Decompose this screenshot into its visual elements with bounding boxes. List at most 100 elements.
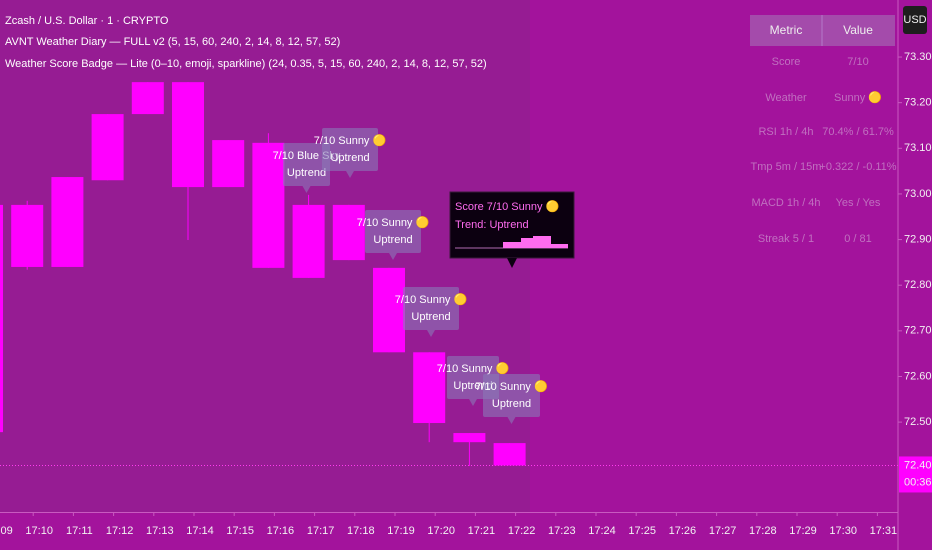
x-tick-label: 17:12 (106, 525, 134, 537)
table-cell: Weather (765, 92, 807, 104)
badge-pointer (346, 171, 354, 178)
y-tick-label: 73.300 (904, 51, 932, 63)
x-tick-label: 17:10 (25, 525, 53, 537)
badge-box (403, 287, 459, 330)
y-tick-label: 73.100 (904, 142, 932, 154)
currency-label[interactable]: USD (903, 14, 926, 26)
sparkline-bar (551, 244, 568, 248)
x-tick-label: 17:17 (307, 525, 335, 537)
y-tick-label: 72.800 (904, 279, 932, 291)
badge-text: Uptrend (287, 167, 326, 179)
x-tick-label: 17:14 (186, 525, 214, 537)
candle-body (91, 114, 124, 181)
x-tick-label: 17:27 (709, 525, 737, 537)
x-tick-label: 17:19 (387, 525, 415, 537)
y-tick-label: 72.600 (904, 370, 932, 382)
badge-text: 7/10 Sunny 🟡 (314, 134, 387, 147)
score-tooltip: Score 7/10 Sunny 🟡 Trend: Uptrend (449, 191, 575, 268)
x-tick-label: 17:09 (0, 525, 13, 537)
x-tick-label: 17:22 (508, 525, 536, 537)
badge-box (483, 374, 540, 417)
x-tick-label: 17:13 (146, 525, 174, 537)
last-price-box (899, 456, 932, 493)
sparkline-bar (533, 236, 551, 248)
table-cell: MACD 1h / 4h (751, 197, 820, 209)
candle-body (292, 204, 325, 278)
badge-box (283, 143, 330, 186)
currency-box[interactable] (903, 6, 927, 34)
badge-text: Uptrend (411, 311, 450, 323)
candle-body (332, 204, 365, 261)
badge-pointer (302, 186, 311, 193)
y-tick-label: 72.700 (904, 325, 932, 337)
x-tick-label: 17:26 (669, 525, 697, 537)
score-badge: 7/10 Sunny 🟡 Uptrend (314, 128, 387, 178)
badge-text: Uptrend (453, 380, 492, 392)
table-cell: 7/10 (847, 56, 868, 68)
candle-body (493, 443, 526, 466)
symbol-title: Zcash / U.S. Dollar · 1 · CRYPTO (5, 15, 169, 27)
x-tick-label: 17:31 (870, 525, 898, 537)
x-tick-label: 17:28 (749, 525, 777, 537)
table-cell: 70.4% / 61.7% (822, 126, 894, 138)
badge-pointer (389, 253, 397, 260)
x-tick-label: 17:25 (628, 525, 656, 537)
badge-pointer (469, 399, 477, 406)
candle-body (11, 204, 44, 267)
countdown-label: 00:36 (904, 476, 932, 488)
candle-body (172, 82, 204, 188)
tooltip-text: Trend: Uptrend (455, 219, 529, 231)
x-tick-label: 17:23 (548, 525, 576, 537)
x-tick-label: 17:11 (66, 525, 93, 537)
last-price-label: 72.405 (904, 459, 932, 471)
x-tick-label: 17:30 (829, 525, 857, 537)
candle-body (453, 433, 486, 443)
table-cell: +0.322 / -0.11% (819, 161, 896, 173)
y-tick-label: 73.000 (904, 188, 932, 200)
badge-pointer (507, 417, 516, 424)
badge-box (365, 210, 421, 253)
badge-text: 7/10 Sunny 🟡 (395, 293, 468, 306)
table-cell: Sunny 🟡 (834, 91, 882, 104)
badge-text: Uptrend (330, 152, 369, 164)
indicator-legend: AVNT Weather Diary — FULL v2 (5, 15, 60,… (5, 36, 340, 48)
y-tick-label: 73.200 (904, 97, 932, 109)
table-cell: 0 / 81 (844, 233, 872, 245)
y-tick-label: 72.900 (904, 233, 932, 245)
candle-body (373, 267, 405, 353)
badge-text: 7/10 Sunny 🟡 (357, 216, 430, 229)
badge-pointer (427, 330, 435, 337)
badge-box (322, 128, 378, 171)
candle-body (51, 177, 84, 267)
table-cell: Score (772, 56, 801, 68)
tooltip-text: Score 7/10 Sunny 🟡 (455, 200, 560, 213)
metrics-table: Metric Value Score 7/10 Weather Sunny 🟡 RSI … (750, 15, 897, 245)
score-badge: 7/10 Sunny 🟡 Uptrend (395, 287, 468, 337)
sparkline-bar (503, 242, 521, 248)
table-header-cell: Value (843, 23, 873, 37)
y-tick-label: 72.500 (904, 416, 932, 428)
tooltip-pointer (507, 258, 517, 268)
score-badge: 7/10 Sunny 🟡 Uptrend (475, 374, 548, 424)
x-tick-label: 17:24 (588, 525, 616, 537)
badge-text: Uptrend (492, 398, 531, 410)
x-tick-label: 17:29 (789, 525, 817, 537)
x-tick-label: 17:21 (468, 525, 496, 537)
badge-text: 7/10 Sunny 🟡 (475, 380, 548, 393)
sparkline-bar (521, 238, 533, 248)
table-cell: Yes / Yes (836, 197, 881, 209)
table-cell: RSI 1h / 4h (758, 126, 813, 138)
x-tick-label: 17:16 (267, 525, 295, 537)
candle-body (413, 352, 446, 424)
table-cell: Streak 5 / 1 (758, 233, 814, 245)
x-tick-label: 17:20 (427, 525, 455, 537)
table-header-cell: Metric (770, 23, 803, 37)
candle-body (252, 142, 285, 268)
x-tick-label: 17:18 (347, 525, 375, 537)
badge-text: Uptrend (373, 234, 412, 246)
candle-body (131, 82, 164, 115)
table-cell: Tmp 5m / 15m (751, 161, 822, 173)
candle-body (212, 140, 245, 188)
